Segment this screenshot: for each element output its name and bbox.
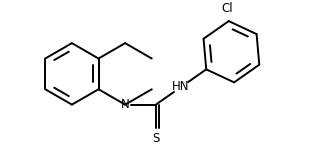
Text: S: S (152, 133, 160, 146)
Text: N: N (121, 98, 130, 111)
Text: Cl: Cl (222, 2, 233, 15)
Text: HN: HN (172, 80, 190, 93)
